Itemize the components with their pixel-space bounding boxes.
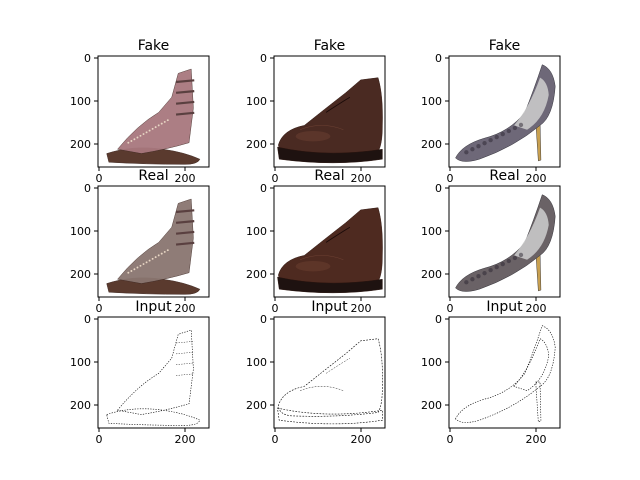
panel-title: Input — [486, 299, 523, 315]
x-tick-label: 0 — [272, 433, 279, 446]
y-tick-label: 100 — [421, 95, 442, 108]
panel-input-2: 0 100 200 0 200 — [421, 313, 561, 446]
panel-title: Fake — [314, 38, 346, 54]
panel-title: Input — [311, 299, 348, 315]
axes-frame — [448, 185, 561, 298]
y-tick-label: 100 — [246, 95, 267, 108]
x-tick-label: 200 — [175, 433, 196, 446]
axes-frame — [97, 185, 210, 298]
y-tick-label: 200 — [246, 138, 267, 151]
axes-frame — [97, 316, 210, 429]
y-tick-label: 200 — [421, 138, 442, 151]
y-tick-label: 200 — [246, 399, 267, 412]
axes-frame — [97, 55, 210, 168]
panel-input-0: 0 100 200 0 200 — [70, 313, 210, 446]
axes-frame — [448, 55, 561, 168]
x-tick-label: 200 — [175, 302, 196, 315]
y-tick-label: 0 — [84, 182, 91, 195]
y-tick-label: 200 — [70, 399, 91, 412]
y-tick-label: 100 — [70, 225, 91, 238]
y-tick-label: 200 — [421, 268, 442, 281]
axes-frame — [273, 185, 386, 298]
panel-real-2: 0 100 200 0 200 — [421, 182, 561, 315]
y-tick-label: 0 — [260, 52, 267, 65]
y-tick-label: 0 — [84, 52, 91, 65]
x-tick-label: 0 — [447, 172, 454, 185]
panel-image-area — [274, 317, 385, 428]
x-tick-label: 0 — [96, 302, 103, 315]
high-heel-pump-icon — [455, 64, 556, 162]
panel-input-1: 0 100 200 0 200 — [246, 313, 386, 446]
y-tick-label: 100 — [246, 225, 267, 238]
gladiator-sandal-icon — [106, 329, 201, 426]
y-tick-label: 200 — [70, 138, 91, 151]
panel-real-1: 0 100 200 0 200 — [246, 182, 386, 315]
panel-title: Input — [135, 299, 172, 315]
y-tick-label: 100 — [421, 356, 442, 369]
oxford-shoe-icon — [277, 338, 383, 425]
x-tick-label: 0 — [447, 433, 454, 446]
panel-title: Real — [138, 168, 168, 184]
gladiator-sandal-icon — [106, 198, 201, 295]
y-tick-label: 100 — [70, 356, 91, 369]
x-tick-label: 200 — [526, 172, 547, 185]
x-tick-label: 200 — [351, 172, 372, 185]
x-tick-label: 200 — [351, 302, 372, 315]
y-tick-label: 100 — [70, 95, 91, 108]
panel-fake-2: 0 100 200 0 200 — [421, 52, 561, 185]
axes-frame — [448, 316, 561, 429]
oxford-shoe-icon — [277, 207, 383, 294]
high-heel-pump-icon — [455, 325, 556, 423]
oxford-shoe-icon — [277, 77, 383, 164]
x-tick-label: 200 — [526, 433, 547, 446]
x-tick-label: 0 — [272, 302, 279, 315]
x-tick-label: 200 — [526, 302, 547, 315]
x-tick-label: 200 — [351, 433, 372, 446]
x-tick-label: 0 — [96, 433, 103, 446]
x-tick-label: 0 — [272, 172, 279, 185]
panel-title: Fake — [138, 38, 170, 54]
panel-real-0: 0 100 200 0 200 — [70, 182, 210, 315]
high-heel-pump-icon — [455, 194, 556, 292]
x-tick-label: 0 — [447, 302, 454, 315]
x-tick-label: 0 — [96, 172, 103, 185]
y-tick-label: 0 — [435, 182, 442, 195]
y-tick-label: 200 — [246, 268, 267, 281]
axes-frame — [273, 316, 386, 429]
y-tick-label: 0 — [435, 52, 442, 65]
y-tick-label: 0 — [435, 313, 442, 326]
y-tick-label: 100 — [246, 356, 267, 369]
y-tick-label: 200 — [421, 399, 442, 412]
gladiator-sandal-icon — [106, 68, 201, 165]
panel-title: Real — [314, 168, 344, 184]
y-tick-label: 0 — [84, 313, 91, 326]
panel-fake-1: 0 100 200 0 200 — [246, 52, 386, 185]
y-tick-label: 0 — [260, 182, 267, 195]
panel-image-area — [98, 317, 209, 428]
axes-frame — [273, 55, 386, 168]
y-tick-label: 100 — [421, 225, 442, 238]
panel-title: Real — [489, 168, 519, 184]
panel-fake-0: 0 100 200 0 200 — [70, 52, 210, 185]
y-tick-label: 200 — [70, 268, 91, 281]
panel-title: Fake — [489, 38, 521, 54]
x-tick-label: 200 — [175, 172, 196, 185]
y-tick-label: 0 — [260, 313, 267, 326]
